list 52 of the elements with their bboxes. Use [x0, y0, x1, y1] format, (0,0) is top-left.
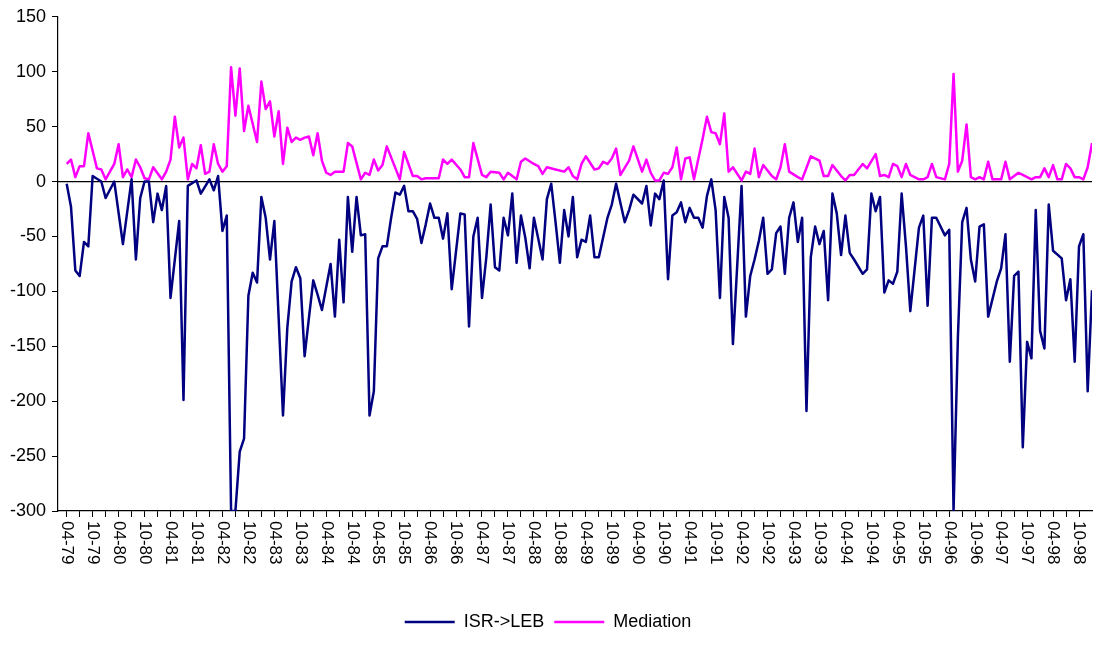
- x-tick-label: 10-91: [706, 521, 726, 565]
- x-tick-label: 04-83: [265, 521, 285, 565]
- x-tick-label: 10-93: [810, 521, 830, 565]
- x-tick-label: 04-86: [421, 521, 441, 565]
- y-tick-label: -50: [20, 225, 47, 246]
- x-tick-label: 04-84: [317, 521, 337, 565]
- x-tick-label: 10-87: [499, 521, 519, 565]
- y-tick-label: 0: [36, 170, 47, 191]
- x-tick-label: 04-88: [525, 521, 545, 565]
- x-tick-label: 10-97: [1018, 521, 1038, 565]
- x-tick-label: 10-92: [758, 521, 778, 565]
- x-tick-label: 10-85: [395, 521, 415, 565]
- x-tick-label: 10-80: [135, 521, 155, 565]
- y-tick-label: -100: [10, 280, 47, 301]
- y-tick-label: -250: [10, 445, 47, 466]
- x-tick-label: 04-97: [992, 521, 1012, 565]
- x-tick-label: 10-79: [83, 521, 103, 565]
- y-tick-label: 100: [15, 60, 47, 81]
- x-tick-label: 04-91: [680, 521, 700, 565]
- y-tick-label: -300: [10, 499, 47, 520]
- x-tick-label: 04-94: [836, 521, 856, 565]
- legend-label: ISR->LEB: [463, 610, 545, 631]
- x-tick-label: 10-96: [966, 521, 986, 565]
- x-tick-label: 04-87: [473, 521, 493, 565]
- legend-label: Mediation: [613, 610, 692, 631]
- x-tick-label: 04-96: [940, 521, 960, 565]
- x-tick-label: 04-98: [1044, 521, 1064, 565]
- x-tick-label: 04-90: [629, 521, 649, 565]
- y-tick-label: -200: [10, 390, 47, 411]
- x-tick-label: 10-94: [862, 521, 882, 565]
- x-tick-label: 10-86: [447, 521, 467, 565]
- x-tick-label: 04-79: [57, 521, 77, 565]
- x-tick-label: 10-95: [914, 521, 934, 565]
- x-tick-label: 04-92: [732, 521, 752, 565]
- x-tick-label: 10-83: [291, 521, 311, 565]
- x-tick-label: 10-90: [655, 521, 675, 565]
- x-tick-label: 04-95: [888, 521, 908, 565]
- x-tick-label: 04-82: [213, 521, 233, 565]
- x-tick-label: 10-88: [551, 521, 571, 565]
- x-tick-label: 04-80: [109, 521, 129, 565]
- x-tick-label: 04-93: [784, 521, 804, 565]
- x-tick-label: 10-81: [187, 521, 207, 565]
- x-tick-label: 04-85: [369, 521, 389, 565]
- y-tick-label: -150: [10, 335, 47, 356]
- x-tick-label: 10-98: [1070, 521, 1090, 565]
- y-tick-label: 50: [26, 115, 47, 136]
- x-tick-label: 04-89: [577, 521, 597, 565]
- x-tick-label: 10-82: [239, 521, 259, 565]
- x-tick-label: 10-84: [343, 521, 363, 565]
- y-tick-label: 150: [15, 5, 47, 26]
- x-tick-label: 10-89: [603, 521, 623, 565]
- x-tick-label: 04-81: [161, 521, 181, 565]
